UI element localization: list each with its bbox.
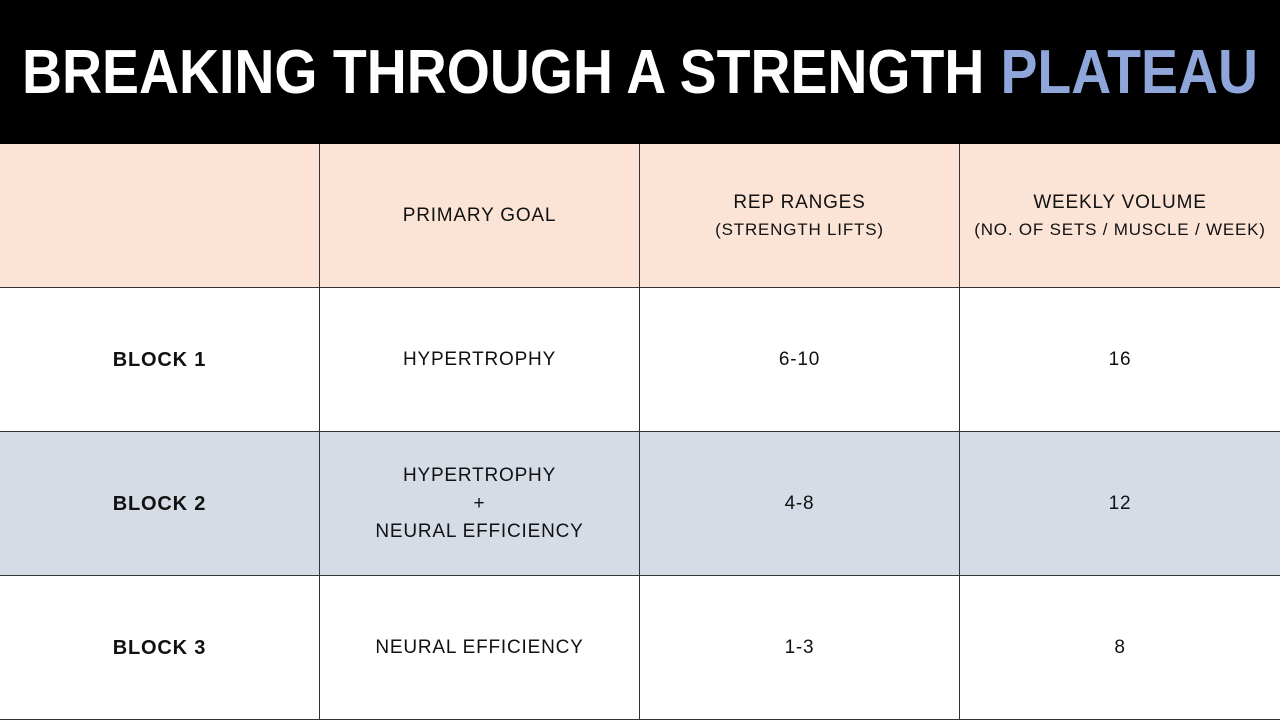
block-label: BLOCK 1 bbox=[112, 348, 207, 371]
goal-line: NEURAL EFFICIENCY bbox=[375, 520, 584, 542]
title: BREAKING THROUGH A STRENGTHPLATEAU bbox=[22, 38, 1258, 107]
volume: 12 bbox=[1108, 492, 1132, 514]
header-label: WEEKLY VOLUME bbox=[1033, 191, 1207, 213]
title-svg: BREAKING THROUGH A STRENGTHPLATEAU bbox=[22, 38, 1258, 107]
goal-line: + bbox=[473, 492, 486, 514]
title-bar: BREAKING THROUGH A STRENGTHPLATEAU bbox=[0, 0, 1280, 144]
reps-cell: 4-8 bbox=[640, 432, 960, 576]
header-cell bbox=[0, 144, 320, 288]
block-cell: BLOCK 1 bbox=[0, 288, 320, 432]
reps: 6-10 bbox=[778, 348, 821, 370]
reps-cell: 1-3 bbox=[640, 576, 960, 720]
goal-cell: HYPERTROPHY + NEURAL EFFICIENCY bbox=[320, 432, 640, 576]
goal-line: HYPERTROPHY bbox=[402, 464, 557, 486]
title-highlight: PLATEAU bbox=[1000, 38, 1258, 107]
header-cell: REP RANGES (STRENGTH LIFTS) bbox=[640, 144, 960, 288]
header-label: PRIMARY GOAL bbox=[402, 204, 557, 226]
title-main: BREAKING THROUGH A STRENGTH bbox=[22, 38, 984, 107]
table: PRIMARY GOAL REP RANGES (STRENGTH LIFTS) WE… bbox=[0, 144, 1280, 720]
header-note: (STRENGTH LIFTS) bbox=[715, 219, 884, 239]
block-cell: BLOCK 3 bbox=[0, 576, 320, 720]
volume-cell: 12 bbox=[960, 432, 1280, 576]
volume-cell: 16 bbox=[960, 288, 1280, 432]
goal-line: NEURAL EFFICIENCY bbox=[375, 636, 584, 658]
volume: 8 bbox=[1114, 636, 1126, 658]
block-cell: BLOCK 2 bbox=[0, 432, 320, 576]
block-label: BLOCK 3 bbox=[112, 636, 207, 659]
reps: 1-3 bbox=[784, 636, 815, 658]
header-label: REP RANGES bbox=[733, 191, 866, 213]
goal-cell: NEURAL EFFICIENCY bbox=[320, 576, 640, 720]
goal-cell: HYPERTROPHY bbox=[320, 288, 640, 432]
header-cell: WEEKLY VOLUME (NO. OF SETS / MUSCLE / WEE… bbox=[960, 144, 1280, 288]
header-note: (NO. OF SETS / MUSCLE / WEEK) bbox=[974, 219, 1266, 239]
volume: 16 bbox=[1108, 348, 1132, 370]
reps-cell: 6-10 bbox=[640, 288, 960, 432]
header-cell: PRIMARY GOAL bbox=[320, 144, 640, 288]
goal-line: HYPERTROPHY bbox=[402, 348, 557, 370]
block-label: BLOCK 2 bbox=[112, 492, 207, 515]
volume-cell: 8 bbox=[960, 576, 1280, 720]
reps: 4-8 bbox=[784, 492, 815, 514]
